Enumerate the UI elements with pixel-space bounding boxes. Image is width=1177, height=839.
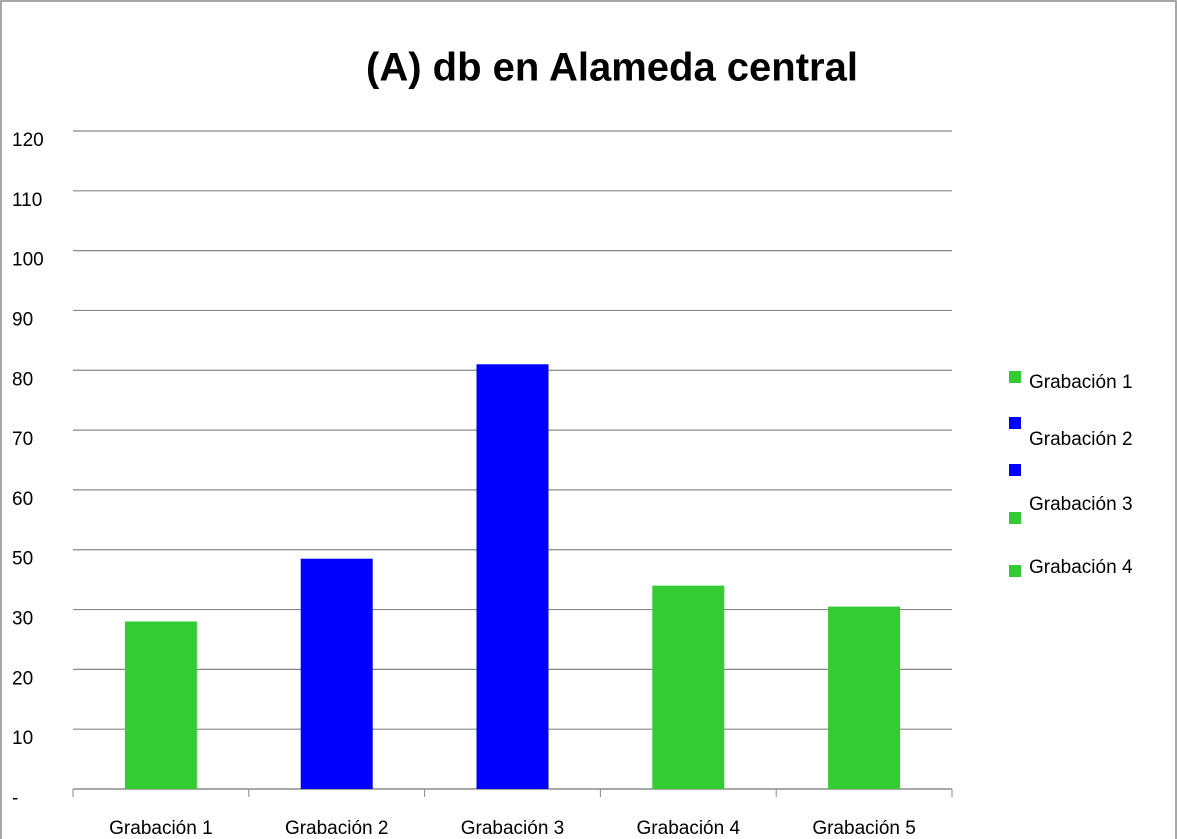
legend-label: Grabación 3 bbox=[1029, 494, 1133, 515]
bar bbox=[476, 364, 549, 789]
y-tick-label: 120 bbox=[12, 130, 44, 151]
legend-swatch-extra bbox=[1009, 464, 1021, 476]
bar bbox=[124, 621, 197, 789]
legend-swatch bbox=[1009, 512, 1021, 524]
x-tick-label: Grabación 3 bbox=[461, 818, 565, 839]
y-tick-label: 50 bbox=[12, 549, 33, 570]
y-tick-label: 100 bbox=[12, 250, 44, 271]
y-tick-label: 80 bbox=[12, 369, 33, 390]
x-tick-label: Grabación 5 bbox=[812, 818, 916, 839]
bar bbox=[300, 558, 373, 789]
x-tick-label: Grabación 4 bbox=[637, 818, 741, 839]
y-tick-label: 60 bbox=[12, 489, 33, 510]
legend-label: Grabación 1 bbox=[1029, 372, 1133, 393]
y-tick-label: 20 bbox=[12, 668, 33, 689]
bar bbox=[652, 585, 725, 789]
y-tick-label: 110 bbox=[12, 190, 42, 211]
y-tick-label: 10 bbox=[12, 728, 33, 749]
legend-label: Grabación 2 bbox=[1029, 429, 1133, 450]
y-tick-label: 90 bbox=[12, 309, 33, 330]
bar bbox=[828, 606, 901, 789]
legend-label: Grabación 4 bbox=[1029, 557, 1133, 578]
chart-title: (A) db en Alameda central bbox=[366, 46, 858, 90]
legend-swatch bbox=[1009, 417, 1021, 429]
x-tick-label: Grabación 1 bbox=[109, 818, 213, 839]
legend-swatch bbox=[1009, 565, 1021, 577]
y-tick-label: 30 bbox=[12, 609, 33, 630]
x-tick-label: Grabación 2 bbox=[285, 818, 389, 839]
legend-swatch bbox=[1009, 371, 1021, 383]
y-tick-label: - bbox=[12, 788, 18, 809]
y-tick-label: 70 bbox=[12, 429, 33, 450]
